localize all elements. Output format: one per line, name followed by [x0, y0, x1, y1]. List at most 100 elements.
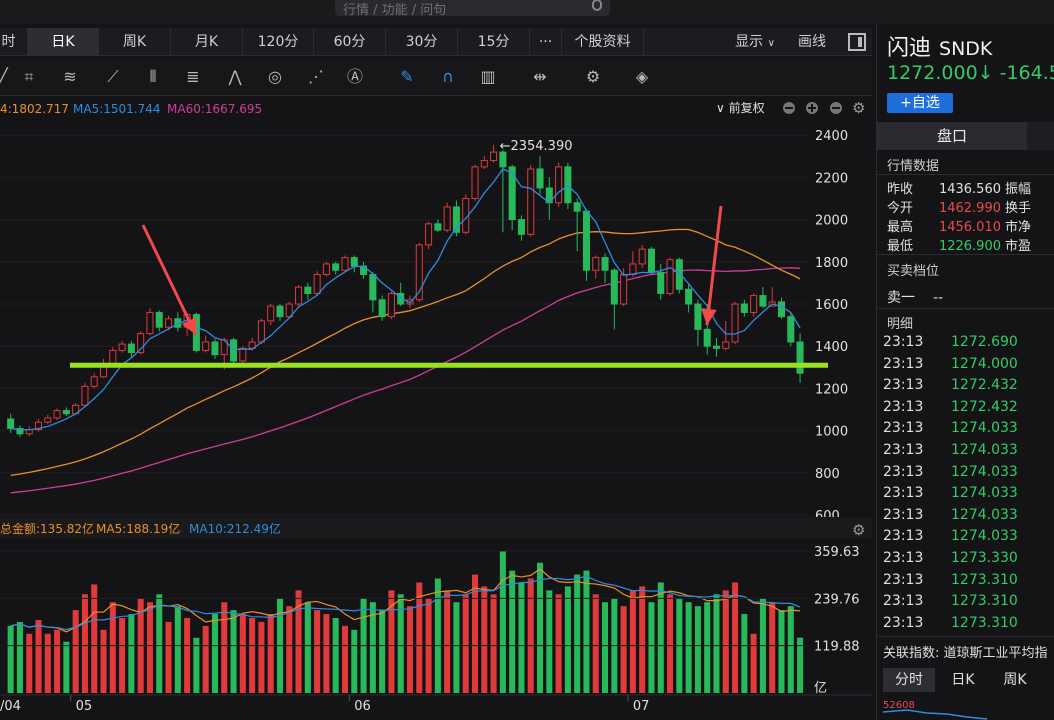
bars-tool-icon[interactable]: ⦀ [149, 67, 157, 86]
volume-bar-down [778, 610, 785, 693]
chart-svg[interactable]: 4:1802.717 MA5:1501.744 MA60:1667.695 ∨ … [0, 97, 872, 720]
pen-icon[interactable]: ✎ [400, 67, 414, 86]
candle-up [34, 421, 43, 431]
quote-label: 最高 [887, 220, 914, 235]
tab-mini-weekly[interactable]: 周K [1003, 672, 1027, 688]
wave-tool-icon[interactable]: ⋀ [228, 67, 242, 86]
candle-down [675, 259, 683, 290]
volume-bar-up [249, 618, 256, 693]
date-tick-label: 05 [76, 699, 93, 714]
volume-bar-up [109, 602, 116, 693]
tab-order-book[interactable]: 盘口 [877, 122, 1027, 150]
ma-first-legend: 4:1802.717 [0, 102, 69, 116]
draw-line-button[interactable]: 画线 [798, 34, 826, 50]
candle-down [582, 210, 590, 271]
line-tool-icon[interactable]: ╱ [0, 67, 8, 86]
trash-icon[interactable]: ▥ [480, 67, 496, 86]
trade-time: 23:13 [883, 420, 924, 437]
trade-price: 1272.432 [951, 398, 1018, 415]
volume-bar-up [202, 625, 209, 693]
display-menu[interactable]: 显示 ∨ [726, 28, 784, 56]
tab-60min[interactable]: 60分 [314, 28, 386, 56]
volume-bar-down [574, 574, 581, 693]
divider [877, 174, 1054, 175]
volume-bar-up [267, 614, 274, 693]
ma60-legend: MA60:1667.695 [167, 102, 262, 116]
trade-time: 23:13 [883, 571, 924, 588]
settings-icon[interactable]: ⚙ [585, 67, 601, 86]
volume-bar-up [750, 633, 757, 693]
search-input[interactable]: 行情 / 功能 / 问句 [335, 0, 610, 18]
volume-bar-up [35, 619, 42, 693]
stock-code: SNDK [939, 38, 993, 60]
volume-settings-icon[interactable]: ⚙ [852, 521, 865, 539]
candle-up [90, 376, 98, 387]
volume-bar-down [564, 586, 571, 693]
display-label: 显示 [735, 34, 764, 50]
crop-tool-icon[interactable]: ⌗ [24, 67, 34, 86]
tab-daily-k[interactable]: 日K [28, 28, 99, 56]
trade-price: 1274.000 [951, 355, 1018, 372]
kline-chart[interactable]: 4:1802.717 MA5:1501.744 MA60:1667.695 ∨ … [0, 97, 872, 720]
tab-30min[interactable]: 30分 [386, 28, 458, 56]
more-periods-button[interactable]: ··· [530, 28, 562, 56]
tab-120min[interactable]: 120分 [243, 28, 314, 56]
arrow-left-shaft [141, 224, 198, 336]
volume-bar-up [221, 602, 228, 693]
microphone-icon[interactable] [592, 0, 602, 11]
magnet-icon[interactable]: ∩ [442, 67, 454, 86]
trade-detail-row: 23:13 1272.432 [883, 377, 1018, 393]
volume-bar-down [602, 602, 609, 693]
channel-tool-icon[interactable]: ⟋ [107, 67, 119, 86]
panel-tabs: 盘口 [877, 122, 1054, 150]
volume-bar-down [369, 602, 376, 693]
ma-slow-path [10, 228, 801, 477]
volume-bar-down [657, 582, 664, 693]
candle-down [694, 303, 702, 330]
add-watchlist-button[interactable]: +自选 [887, 93, 953, 113]
panel-toggle-icon[interactable] [846, 28, 868, 56]
volume-bar-down [128, 614, 135, 693]
quote-value: 1226.900 [938, 239, 1001, 254]
candle-down [536, 168, 544, 189]
ma60-path [10, 267, 801, 494]
trade-time: 23:13 [883, 528, 924, 545]
related-index-link[interactable]: 关联指数: 道琼斯工业平均指 [883, 646, 1048, 661]
tab-mini-intraday[interactable]: 分时 [883, 668, 935, 692]
fan-tool-icon[interactable]: ≋ [63, 67, 77, 86]
volume-bar-down [211, 614, 218, 693]
volume-bar-up [388, 590, 395, 693]
gann-tool-icon[interactable]: ⋰ [308, 67, 324, 86]
tab-monthly-k[interactable]: 月K [171, 28, 243, 56]
volume-bar-down [694, 606, 701, 693]
tab-15min[interactable]: 15分 [458, 28, 530, 56]
trade-time: 23:13 [883, 442, 924, 458]
candle-up [341, 257, 349, 271]
tab-weekly-k[interactable]: 周K [99, 28, 171, 56]
quote-extra-label: 换手 [1005, 201, 1032, 216]
trade-time: 23:13 [883, 355, 924, 372]
adjust-dropdown[interactable]: ∨ 前复权 [716, 100, 765, 115]
ma5-path [10, 168, 801, 431]
layers-icon[interactable]: ◈ [635, 67, 649, 86]
arrow-right-shaft [705, 205, 723, 326]
volume-bar-down [509, 570, 516, 693]
candle-up [137, 333, 145, 354]
text-tool-icon[interactable]: Ⓐ [346, 67, 363, 86]
adjust-label: 前复权 [729, 100, 765, 115]
tab-intraday[interactable]: 时 [0, 28, 28, 56]
zoom-controls[interactable]: ⚙ [783, 99, 865, 117]
plus-bar-v [811, 104, 813, 112]
tab-stock-profile[interactable]: 个股资料 [562, 28, 644, 56]
volume-bar-up [286, 606, 293, 693]
volume-bar-up [119, 618, 126, 693]
settings-icon[interactable]: ⚙ [852, 99, 865, 117]
candle-up [527, 168, 535, 235]
split-icon[interactable]: ⇹ [533, 67, 547, 86]
cycle-tool-icon[interactable]: ◎ [268, 67, 282, 86]
fibonacci-tool-icon[interactable]: ≣ [186, 67, 200, 86]
tab-mini-daily[interactable]: 日K [951, 672, 975, 688]
price-tick-label: 1800 [815, 256, 848, 271]
volume-bar-down [156, 594, 163, 693]
volume-bar-down [537, 562, 544, 693]
